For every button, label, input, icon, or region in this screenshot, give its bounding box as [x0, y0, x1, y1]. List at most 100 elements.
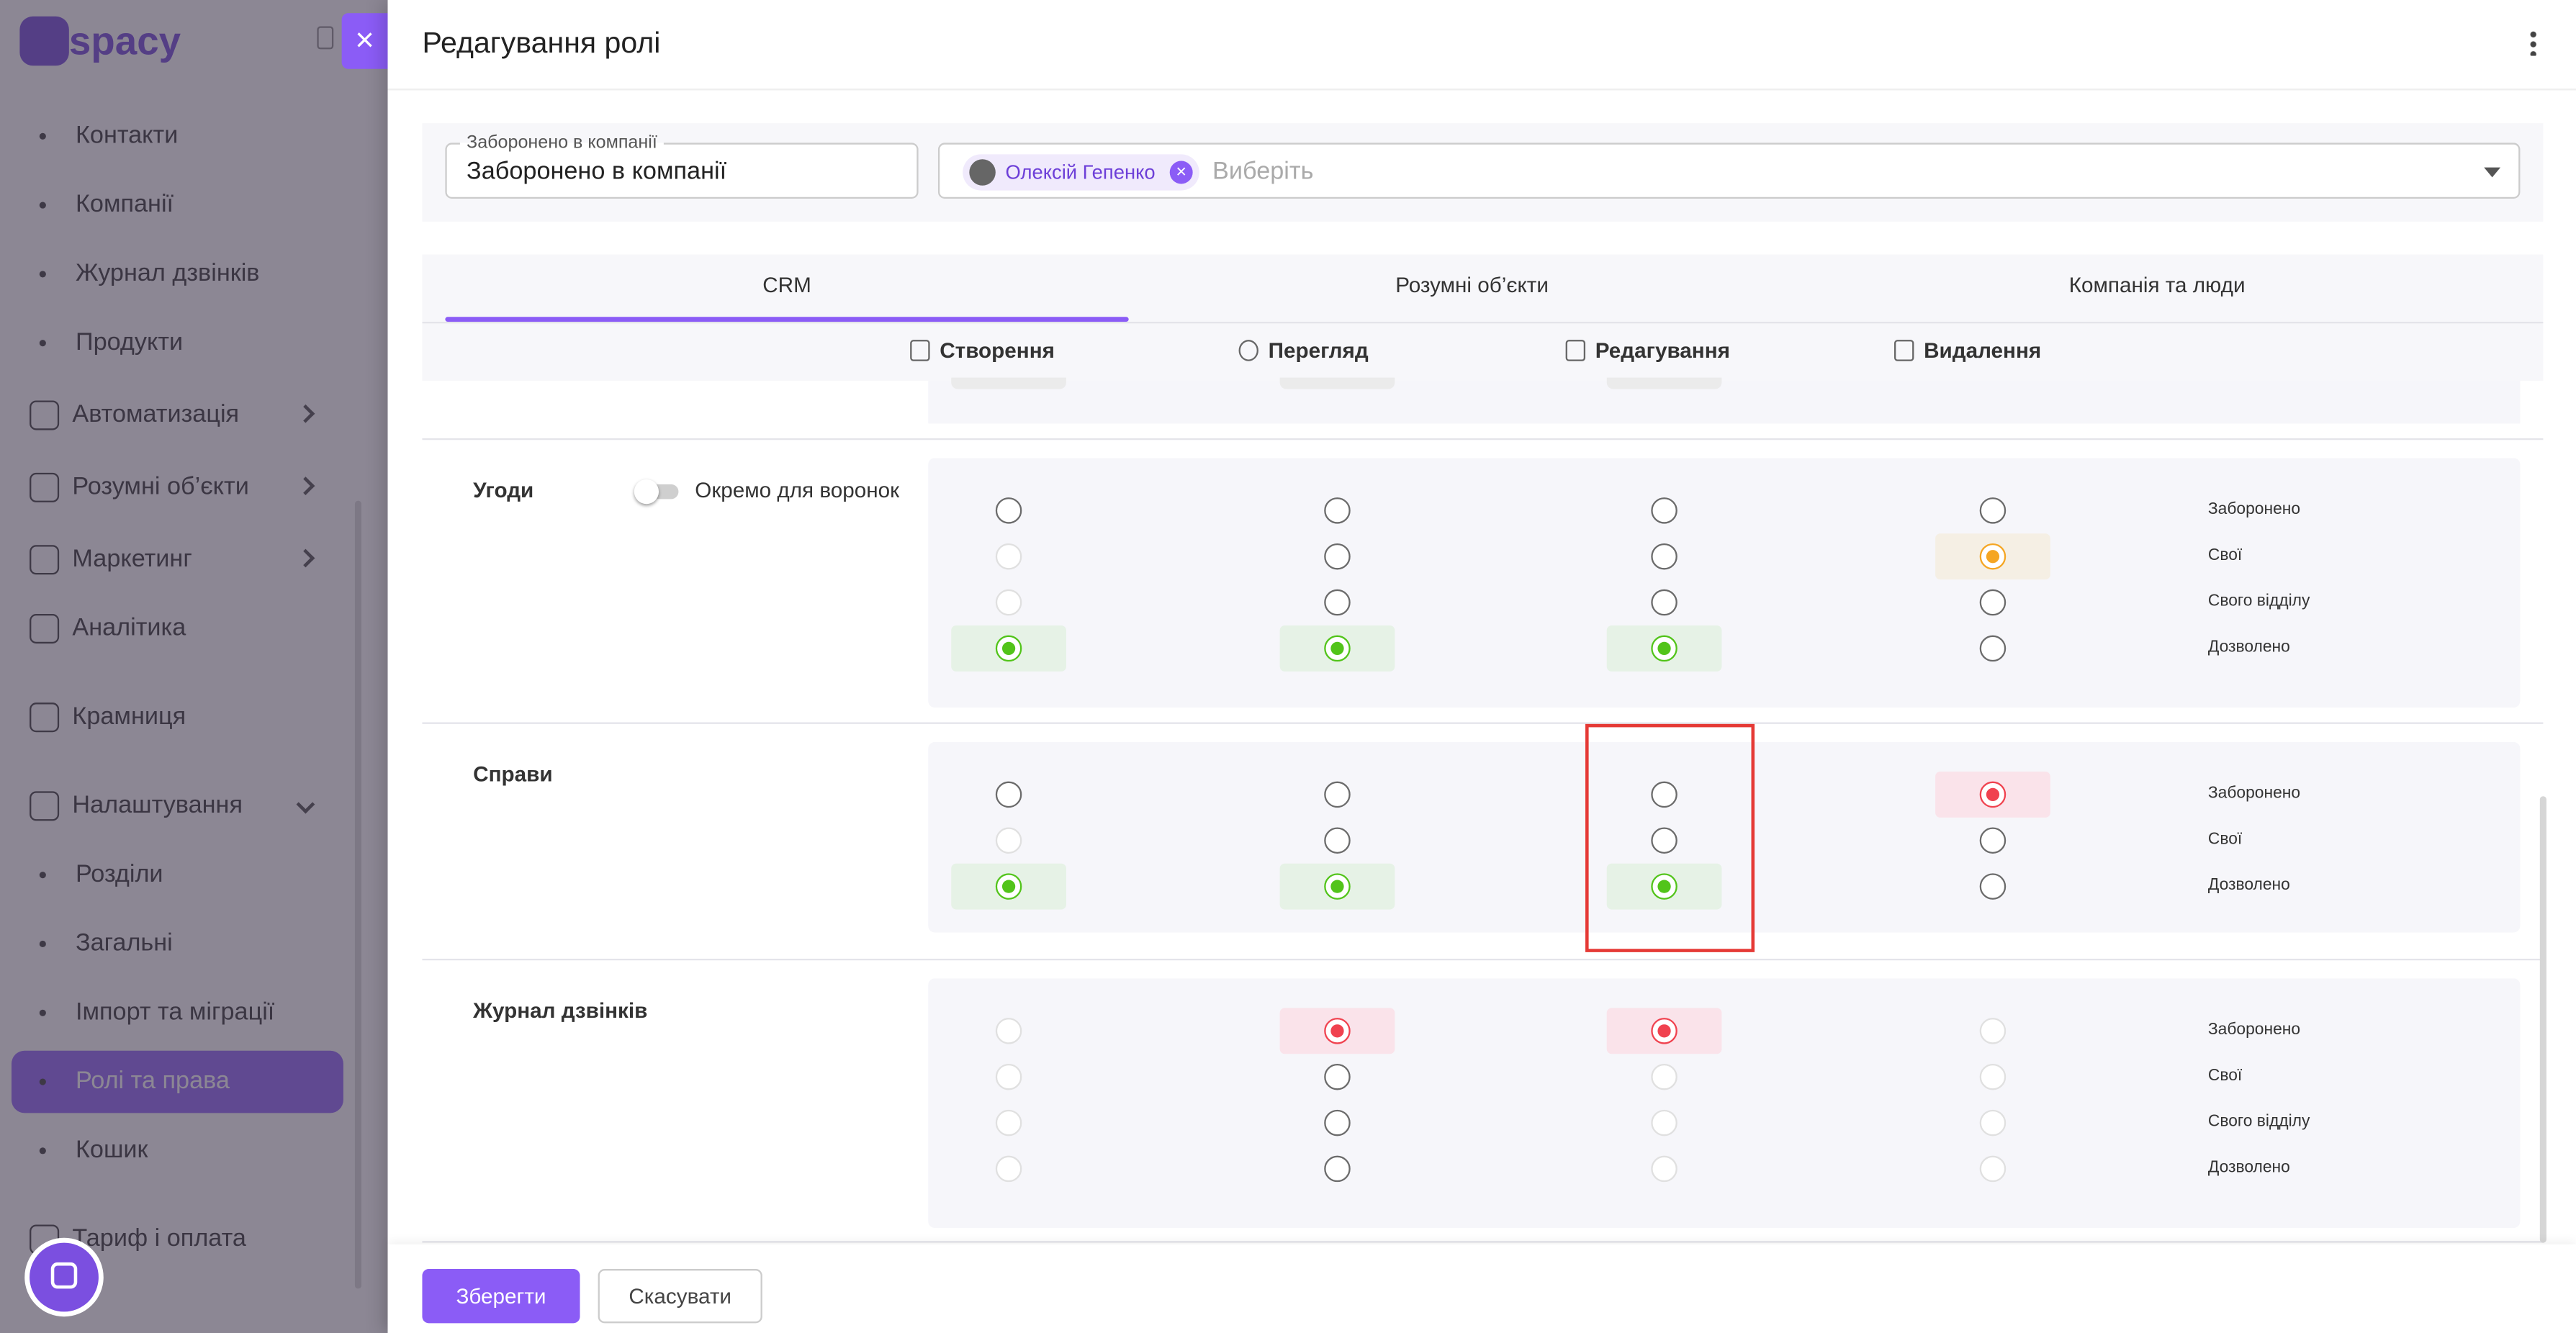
radio[interactable]: [1324, 589, 1351, 616]
radio[interactable]: [1324, 497, 1351, 524]
eye-icon: [1238, 340, 1258, 361]
modal: Редагування ролі Заборонено в компанії Заб…: [387, 0, 2576, 1333]
radio[interactable]: [1979, 589, 2007, 616]
radio[interactable]: [1324, 827, 1351, 854]
radio-dot: [1985, 787, 1999, 800]
radio-dot: [1330, 641, 1343, 654]
tab-underline: [445, 317, 1129, 322]
radio: [1979, 1155, 2007, 1183]
users-field[interactable]: Олексій Гепенко × Виберіть: [937, 143, 2521, 199]
section-divider: [422, 1241, 2544, 1243]
radio[interactable]: [1324, 1109, 1351, 1137]
placeholder: Виберіть: [1212, 157, 1314, 186]
row-label: Свого відділу: [2207, 592, 2310, 611]
field-value: Заборонено в компанії: [467, 157, 727, 186]
column-header: Перегляд: [1268, 338, 1369, 363]
radio[interactable]: [1979, 873, 2007, 900]
pencil-icon: [1565, 340, 1586, 361]
radio-dot: [1001, 641, 1015, 654]
section-divider: [422, 958, 2544, 961]
radio[interactable]: [1324, 873, 1351, 900]
radio[interactable]: [1324, 1155, 1351, 1183]
radio-dot: [1001, 879, 1015, 893]
section-name: Справи: [473, 762, 553, 787]
radio[interactable]: [1651, 589, 1677, 616]
radio-dot: [1330, 879, 1343, 893]
radio[interactable]: [995, 873, 1022, 900]
row-label: Заборонено: [2207, 1021, 2301, 1039]
radio[interactable]: [995, 497, 1022, 524]
row-label: Заборонено: [2207, 500, 2301, 519]
radio[interactable]: [1651, 635, 1677, 662]
save-button[interactable]: Зберегти: [422, 1269, 580, 1324]
radio[interactable]: [1651, 497, 1677, 524]
chip-label: Олексій Гепенко: [1005, 161, 1156, 184]
radio: [1979, 1109, 2007, 1137]
tab[interactable]: CRM: [762, 272, 811, 297]
modal-title: Редагування ролі: [422, 26, 661, 60]
chip-remove[interactable]: ×: [1169, 161, 1193, 184]
radio[interactable]: [1324, 781, 1351, 808]
radio-dot: [1657, 641, 1670, 654]
radio-dot: [1330, 1024, 1343, 1037]
radio: [995, 827, 1022, 854]
name-field[interactable]: Заборонено в компанії Заборонено в компан…: [445, 132, 919, 199]
close-button[interactable]: ×: [341, 13, 388, 69]
header-divider: [387, 89, 2576, 91]
row-label: Заборонено: [2207, 785, 2301, 803]
permissions-card: [928, 741, 2521, 933]
section-name: Угоди: [473, 477, 534, 502]
radio-dot: [1657, 879, 1670, 893]
plus-icon: [910, 340, 930, 361]
overlay[interactable]: [0, 0, 388, 1333]
column-header: Створення: [940, 338, 1055, 363]
section-divider: [422, 438, 2544, 440]
cancel-button[interactable]: Скасувати: [598, 1269, 762, 1324]
radio[interactable]: [1651, 1018, 1677, 1044]
radio[interactable]: [1651, 781, 1677, 808]
row-label: Свої: [2207, 546, 2243, 565]
partial-pill: [1279, 377, 1395, 389]
row-label: Свої: [2207, 831, 2243, 849]
row-label: Свого відділу: [2207, 1113, 2310, 1131]
permissions-card: [928, 978, 2521, 1229]
radio[interactable]: [1651, 827, 1677, 854]
chat-button[interactable]: [30, 1242, 99, 1312]
radio[interactable]: [1324, 1018, 1351, 1044]
radio[interactable]: [1324, 543, 1351, 570]
radio[interactable]: [1979, 635, 2007, 662]
chat-icon: [50, 1262, 78, 1289]
tab[interactable]: Розумні об’єкти: [1395, 272, 1549, 297]
trash-icon: [1894, 340, 1914, 361]
radio[interactable]: [1324, 635, 1351, 662]
radio[interactable]: [1979, 543, 2007, 570]
radio[interactable]: [1979, 497, 2007, 524]
radio[interactable]: [995, 635, 1022, 662]
highlight-box: [1585, 723, 1755, 952]
radio: [995, 543, 1022, 570]
user-chip: Олексій Гепенко ×: [963, 154, 1199, 191]
tab[interactable]: Компанія та люди: [2068, 272, 2246, 297]
radio[interactable]: [1979, 827, 2007, 854]
toggle-knob: [634, 479, 659, 505]
radio: [1651, 1109, 1677, 1137]
radio[interactable]: [1651, 873, 1677, 900]
more-icon[interactable]: [2530, 30, 2537, 56]
radio-dot: [1985, 548, 1999, 563]
section-divider: [422, 722, 2544, 724]
radio[interactable]: [1651, 543, 1677, 570]
row-label: Дозволено: [2207, 638, 2290, 657]
radio: [995, 589, 1022, 616]
section-name: Журнал дзвінків: [473, 998, 648, 1023]
tabs-divider: [422, 322, 2544, 324]
radio[interactable]: [1979, 781, 2007, 808]
permissions-card: [928, 458, 2521, 708]
radio[interactable]: [1324, 1063, 1351, 1090]
dropdown-arrow: [2484, 167, 2501, 178]
radio[interactable]: [995, 781, 1022, 808]
partial-pill: [1606, 377, 1722, 389]
row-label: Свої: [2207, 1067, 2243, 1085]
radio: [995, 1155, 1022, 1183]
radio: [995, 1018, 1022, 1044]
